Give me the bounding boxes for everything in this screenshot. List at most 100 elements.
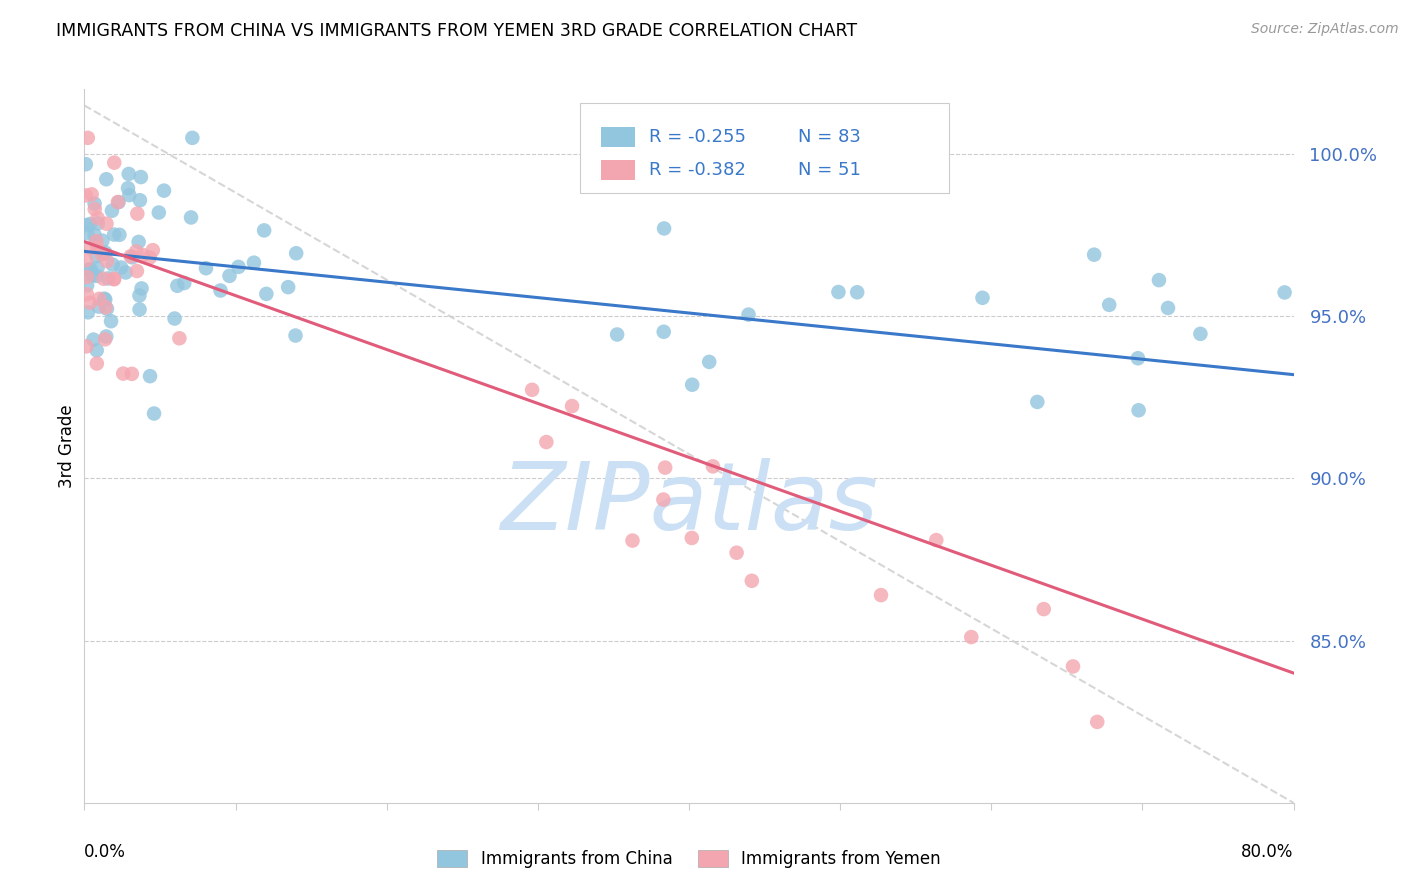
Text: 80.0%: 80.0% <box>1241 843 1294 861</box>
Point <box>86 211 108 226</box>
Point <box>94 300 117 314</box>
Point <box>218 268 240 283</box>
Point <box>93 246 115 260</box>
FancyBboxPatch shape <box>581 103 949 193</box>
FancyBboxPatch shape <box>600 127 634 147</box>
Point <box>1062 659 1084 673</box>
Point <box>84 235 107 250</box>
Point <box>129 169 152 184</box>
Point <box>94 245 117 260</box>
Point <box>128 235 150 249</box>
Point <box>194 261 217 276</box>
Point <box>169 331 191 345</box>
Point <box>1098 298 1121 312</box>
Point <box>87 217 110 231</box>
Point <box>163 311 186 326</box>
Point <box>96 254 118 268</box>
Point <box>90 247 112 261</box>
Point <box>209 284 232 298</box>
Text: IMMIGRANTS FROM CHINA VS IMMIGRANTS FROM YEMEN 3RD GRADE CORRELATION CHART: IMMIGRANTS FROM CHINA VS IMMIGRANTS FROM… <box>56 22 858 40</box>
Point <box>112 367 135 381</box>
Point <box>697 355 720 369</box>
Point <box>94 332 117 346</box>
Point <box>128 288 150 302</box>
Point <box>621 533 644 548</box>
Point <box>80 187 103 202</box>
Point <box>76 227 98 241</box>
Point <box>97 271 120 285</box>
Point <box>180 211 202 225</box>
Point <box>127 207 149 221</box>
Point <box>93 271 115 285</box>
Point <box>652 492 675 507</box>
Point <box>1147 273 1170 287</box>
Point <box>125 264 148 278</box>
Point <box>181 131 204 145</box>
Point <box>870 588 893 602</box>
Text: Source: ZipAtlas.com: Source: ZipAtlas.com <box>1251 22 1399 37</box>
Point <box>100 314 122 328</box>
Y-axis label: 3rd Grade: 3rd Grade <box>58 404 76 488</box>
Point <box>1157 301 1180 315</box>
Point <box>121 367 143 381</box>
Point <box>96 301 118 316</box>
Text: R = -0.382: R = -0.382 <box>650 161 747 178</box>
Point <box>103 272 125 286</box>
Point <box>243 255 266 269</box>
Point <box>79 262 101 277</box>
Point <box>228 260 250 274</box>
Point <box>103 272 125 286</box>
Point <box>79 295 101 310</box>
Text: 0.0%: 0.0% <box>84 843 127 861</box>
Point <box>87 300 110 314</box>
Point <box>148 205 170 219</box>
Point <box>652 325 675 339</box>
Point <box>925 533 948 547</box>
Text: N = 83: N = 83 <box>797 128 860 146</box>
Point <box>76 131 98 145</box>
Point <box>86 241 108 255</box>
Point <box>972 291 994 305</box>
Point <box>139 251 162 265</box>
Point <box>82 333 104 347</box>
Point <box>725 546 748 560</box>
Point <box>86 249 108 263</box>
Point <box>96 172 118 186</box>
Point <box>254 286 277 301</box>
Point <box>96 329 118 343</box>
Point <box>103 227 125 242</box>
Point <box>118 167 141 181</box>
FancyBboxPatch shape <box>600 160 634 180</box>
Point <box>114 265 136 279</box>
Point <box>1085 714 1108 729</box>
Point <box>1126 351 1149 366</box>
Point <box>83 228 105 243</box>
Point <box>253 223 276 237</box>
Point <box>120 249 142 263</box>
Point <box>108 227 131 242</box>
Point <box>79 217 101 231</box>
Point <box>101 203 124 218</box>
Point <box>520 383 543 397</box>
Point <box>166 278 188 293</box>
Point <box>128 302 150 317</box>
Point <box>76 339 98 353</box>
Point <box>139 369 162 384</box>
Point <box>285 246 308 260</box>
Point <box>75 188 97 202</box>
Point <box>681 377 703 392</box>
Point <box>652 221 675 235</box>
Point <box>86 343 108 358</box>
Point <box>76 218 98 232</box>
Point <box>82 268 104 283</box>
Point <box>1026 395 1049 409</box>
Point <box>86 260 108 275</box>
Point <box>117 181 139 195</box>
Point <box>129 193 152 207</box>
Point <box>76 270 98 285</box>
Point <box>75 253 97 268</box>
Point <box>681 531 703 545</box>
Text: ZIPatlas: ZIPatlas <box>501 458 877 549</box>
Point <box>654 460 676 475</box>
Point <box>77 305 100 319</box>
